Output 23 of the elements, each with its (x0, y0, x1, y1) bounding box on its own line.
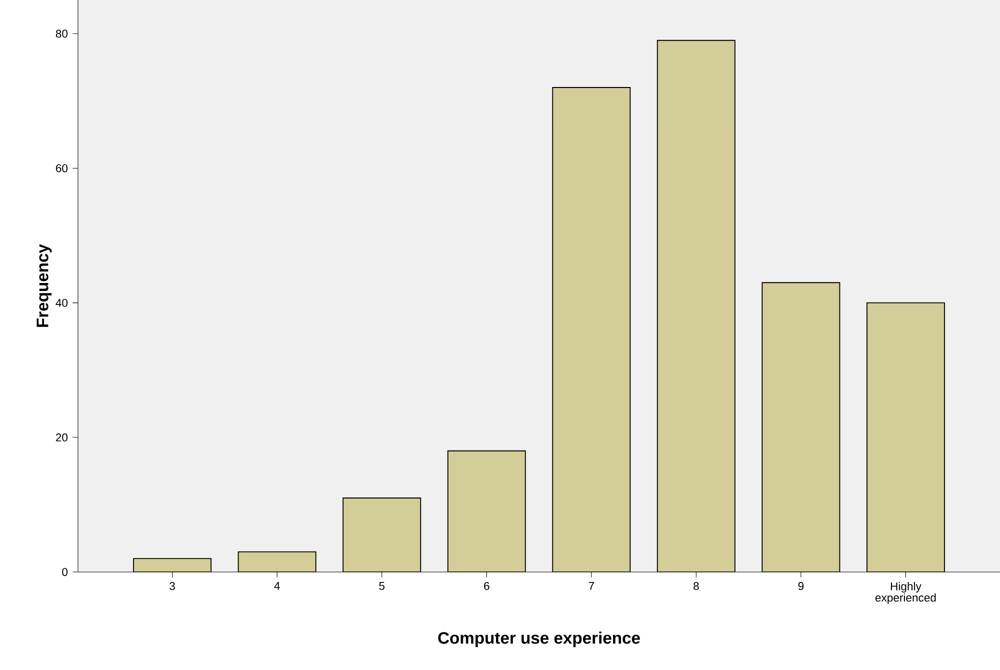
y-tick-label: 60 (56, 164, 68, 172)
y-axis-title: Frequency (36, 244, 52, 327)
bar (238, 551, 316, 572)
x-tick-label: 6 (484, 582, 490, 590)
x-tick-label: 9 (798, 582, 804, 590)
bar (447, 450, 526, 572)
bar (552, 87, 631, 572)
x-axis-title: Computer use experience (438, 632, 640, 648)
x-tick-label: 3 (170, 582, 175, 590)
x-tick-label: 7 (588, 582, 594, 590)
bar (656, 40, 736, 572)
x-tick-label: 5 (379, 582, 385, 590)
bar (866, 302, 945, 572)
y-tick-label: 20 (56, 433, 68, 442)
bar (762, 282, 840, 572)
y-tick-label: 40 (56, 298, 68, 307)
x-tick-label: 4 (274, 582, 280, 590)
bar (342, 498, 422, 572)
x-tick-label: Highly experienced (875, 582, 936, 604)
y-tick-label: 0 (62, 568, 68, 576)
bar (134, 558, 212, 572)
x-tick-label: 8 (694, 582, 699, 590)
y-tick-label: 80 (56, 30, 68, 38)
